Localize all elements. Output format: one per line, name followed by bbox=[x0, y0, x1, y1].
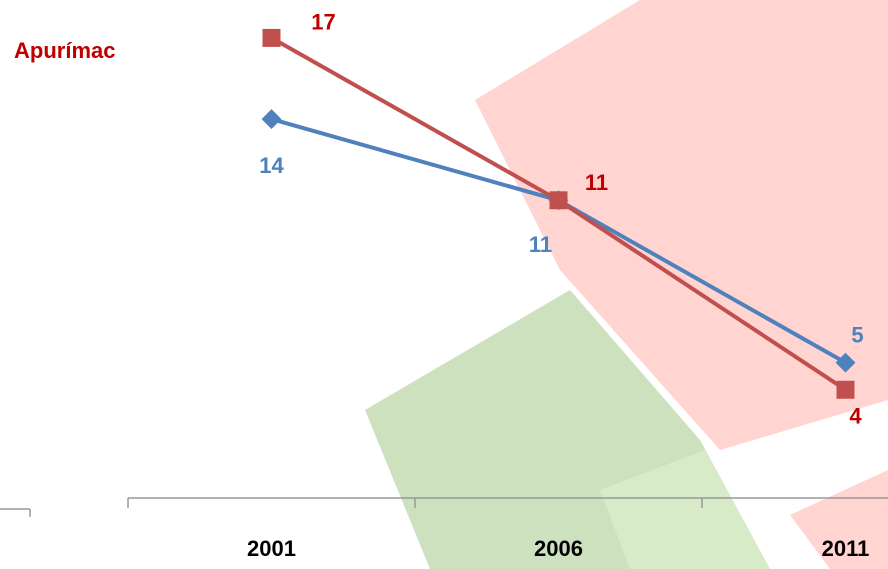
marker bbox=[261, 109, 282, 129]
data-label: 11 bbox=[585, 170, 608, 195]
x-tick-label: 2006 bbox=[534, 536, 583, 561]
marker bbox=[836, 380, 855, 399]
data-label: 11 bbox=[529, 232, 552, 257]
data-label: 17 bbox=[311, 10, 335, 35]
marker bbox=[835, 352, 856, 373]
marker bbox=[262, 28, 281, 47]
x-tick-label: 2011 bbox=[822, 536, 870, 561]
chart-title: Apurímac bbox=[14, 38, 115, 63]
data-label: 14 bbox=[259, 153, 284, 178]
background-decoration bbox=[365, 0, 888, 569]
axis-stub bbox=[0, 508, 31, 517]
data-label: 5 bbox=[851, 322, 863, 347]
data-label: 4 bbox=[849, 404, 862, 429]
x-tick-label: 2001 bbox=[247, 536, 296, 561]
marker bbox=[549, 191, 568, 210]
